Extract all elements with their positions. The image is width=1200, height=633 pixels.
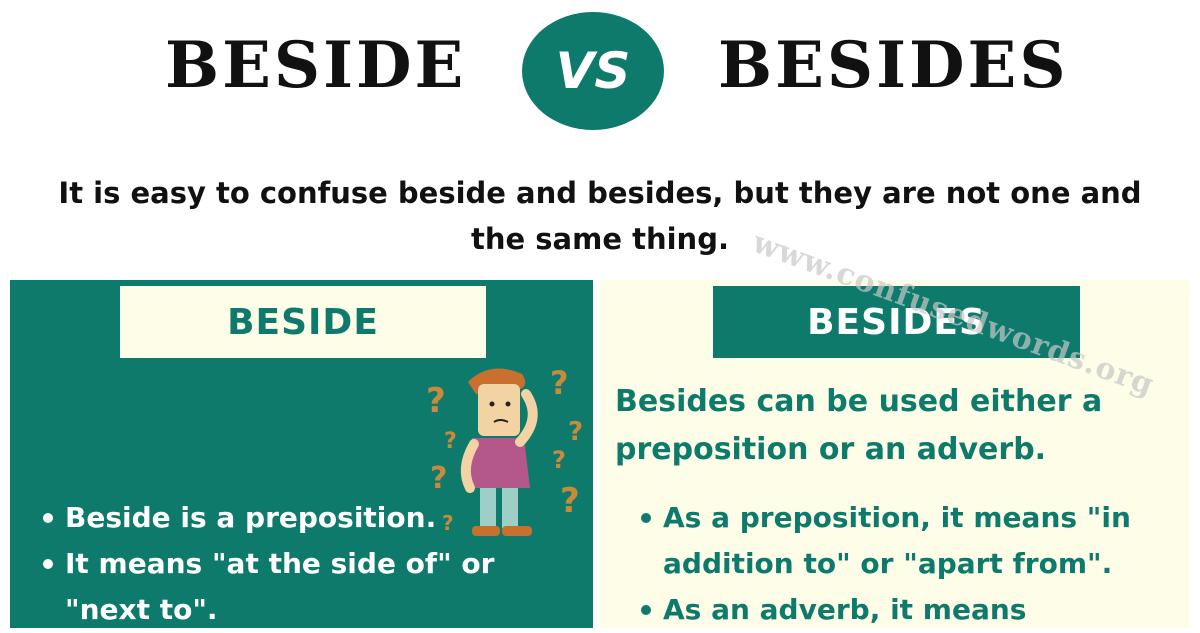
svg-text:?: ?: [552, 446, 566, 474]
header: BESIDE VS BESIDES: [0, 0, 1200, 150]
title-word-beside: BESIDE: [165, 28, 467, 103]
intro-text: It is easy to confuse beside and besides…: [58, 176, 1142, 256]
confused-person-illustration: ? ? ? ? ? ? ? ?: [426, 364, 583, 536]
vs-badge: VS: [522, 12, 664, 130]
svg-text:?: ?: [442, 511, 454, 535]
svg-text:?: ?: [444, 429, 457, 454]
list-item: Beside is a preposition.: [25, 495, 545, 541]
besides-panel-label: BESIDES: [713, 286, 1080, 358]
list-item: As an adverb, it means: [623, 587, 1173, 633]
question-mark-icons: ? ? ? ? ? ? ? ?: [426, 364, 583, 535]
list-item: It means "at the side of" or "next to".: [25, 541, 545, 633]
beside-panel: BESIDE ? ? ? ? ? ? ? ?: [10, 280, 593, 628]
svg-text:?: ?: [568, 417, 583, 447]
besides-definition: Besides can be used either a preposition…: [615, 384, 1103, 467]
beside-panel-label: BESIDE: [120, 286, 486, 358]
svg-text:?: ?: [550, 364, 569, 402]
title-word-besides: BESIDES: [718, 28, 1069, 103]
list-item: As a preposition, it means "in addition …: [623, 495, 1173, 587]
svg-text:?: ?: [426, 381, 446, 421]
beside-bullet-list: Beside is a preposition. It means "at th…: [25, 495, 545, 633]
besides-bullet-list: As a preposition, it means "in addition …: [623, 495, 1173, 633]
svg-text:?: ?: [430, 461, 447, 496]
besides-panel: BESIDES Besides can be used either a pre…: [600, 280, 1190, 628]
svg-text:?: ?: [560, 481, 580, 521]
